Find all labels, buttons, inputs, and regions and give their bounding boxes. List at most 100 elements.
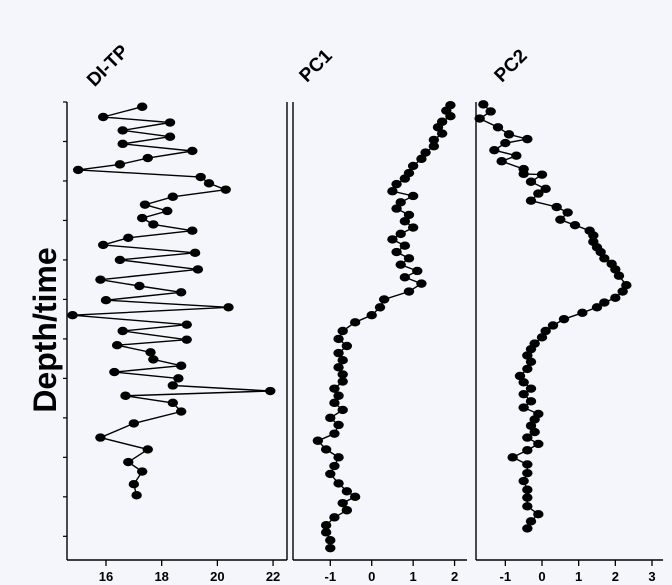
panel-0-x-tick-label-1: 18 — [154, 569, 168, 584]
panel-1-point-47 — [325, 413, 336, 423]
panel-2-x-tick-label-2: 1 — [575, 569, 582, 584]
panel-0-point-16 — [136, 213, 148, 223]
panel-1-point-44 — [333, 391, 344, 400]
panel-2-x-tick-label-4: 3 — [648, 569, 655, 584]
panel-1-point-60 — [329, 513, 340, 522]
panel-1-title: PC1 — [296, 45, 337, 86]
panel-1-point-28 — [399, 273, 411, 282]
panel-0-point-39 — [167, 381, 179, 390]
panel-0-point-23 — [192, 265, 204, 274]
panel-0-title: DI-TP — [83, 41, 133, 91]
panel-1-point-51 — [320, 445, 332, 454]
panel-0-point-0 — [136, 102, 148, 111]
panel-1-point-14 — [387, 187, 398, 196]
panel-0-point-28 — [223, 303, 234, 312]
panel-1-point-2 — [445, 112, 456, 121]
panel-1-point-56 — [341, 487, 353, 496]
panel-1-point-61 — [320, 521, 332, 530]
panel-1-point-32 — [374, 303, 386, 312]
panel-1-point-4 — [432, 123, 444, 132]
panel-2-point-0 — [478, 100, 489, 109]
panel-0-point-37 — [109, 367, 120, 377]
panel-1-point-33 — [366, 311, 377, 320]
panel-1-point-64 — [325, 543, 336, 553]
panel-2-point-26 — [599, 254, 610, 263]
panel-0-point-6 — [187, 146, 198, 156]
panel-2-point-16 — [525, 196, 537, 205]
panel-1-point-55 — [333, 479, 344, 488]
panel-2-point-20 — [569, 220, 581, 230]
panel-0-point-36 — [175, 361, 187, 370]
panel-2-point-33 — [599, 298, 610, 307]
panel-0-point-43 — [175, 407, 187, 416]
panel-0-point-41 — [120, 391, 131, 400]
panel-2-point-47 — [525, 384, 537, 393]
panel-1-point-26 — [395, 260, 406, 269]
panel-1-point-63 — [325, 536, 336, 545]
panel-0-point-48 — [136, 467, 148, 476]
panel-1-point-24 — [391, 247, 402, 257]
panel-2-point-43 — [525, 357, 537, 366]
panel-0-point-14 — [139, 200, 151, 209]
panel-2-point-66 — [525, 517, 537, 526]
panel-0-point-17 — [148, 220, 159, 229]
panel-2-point-5 — [522, 134, 533, 144]
panel-2-point-56 — [533, 439, 544, 449]
panel-2-x-tick-label-3: 2 — [612, 569, 619, 584]
panel-0-point-1 — [98, 112, 109, 122]
panel-2-point-28 — [610, 265, 621, 274]
panel-0-point-42 — [167, 398, 179, 408]
panel-0-point-12 — [220, 185, 231, 194]
panel-1-point-43 — [329, 384, 340, 393]
panel-1-point-20 — [407, 223, 419, 232]
panel-1-point-16 — [395, 198, 406, 207]
panel-1-point-8 — [420, 148, 431, 157]
panel-2-point-54 — [529, 427, 540, 437]
panel-1-x-tick-label-0: -1 — [325, 569, 337, 584]
panel-2-point-9 — [496, 157, 507, 166]
panel-2-point-13 — [525, 177, 537, 186]
panel-0-point-18 — [187, 226, 198, 235]
panel-2-point-2 — [474, 114, 485, 123]
panel-2-point-35 — [577, 308, 588, 318]
panel-0-point-22 — [114, 255, 126, 265]
panel-0-point-24 — [95, 275, 106, 284]
panel-2-point-25 — [595, 247, 606, 257]
panel-0-point-5 — [117, 139, 128, 149]
panel-2-x-tick-label-1: 0 — [538, 569, 545, 584]
panel-1-point-13 — [391, 179, 402, 189]
panel-2-point-38 — [540, 326, 551, 336]
panel-2-point-8 — [511, 151, 522, 160]
panel-2-point-64 — [522, 502, 533, 511]
panel-2-point-11 — [518, 169, 529, 179]
panel-2-point-32 — [610, 293, 621, 303]
panel-2-point-3 — [492, 123, 504, 132]
panel-1-point-58 — [337, 498, 348, 508]
panel-2-point-50 — [518, 403, 529, 412]
panel-2-point-22 — [588, 231, 599, 240]
panel-1-point-30 — [403, 287, 415, 296]
panel-2-point-53 — [525, 421, 537, 430]
panel-0-point-15 — [162, 206, 173, 216]
panel-0-point-49 — [128, 479, 140, 489]
panel-2-point-65 — [533, 510, 544, 519]
panel-0-point-27 — [100, 296, 112, 305]
panel-0-point-8 — [114, 160, 126, 169]
panel-2-point-42 — [522, 351, 533, 360]
panel-1-point-42 — [337, 377, 348, 386]
panel-1-point-35 — [337, 326, 348, 336]
panel-1-point-39 — [337, 356, 348, 365]
panel-1-point-9 — [416, 154, 427, 164]
panel-1-point-15 — [407, 191, 419, 201]
panel-1-point-45 — [329, 398, 340, 408]
panel-0-point-13 — [167, 192, 179, 201]
panel-2-point-46 — [518, 378, 529, 387]
panel-2-point-58 — [507, 453, 518, 462]
panel-2-point-44 — [522, 364, 533, 374]
panel-2-point-62 — [522, 485, 533, 494]
panel-1-point-54 — [325, 469, 336, 479]
panel-1-point-52 — [333, 453, 344, 462]
panel-2-point-30 — [621, 281, 632, 290]
panel-2-point-19 — [555, 215, 566, 224]
